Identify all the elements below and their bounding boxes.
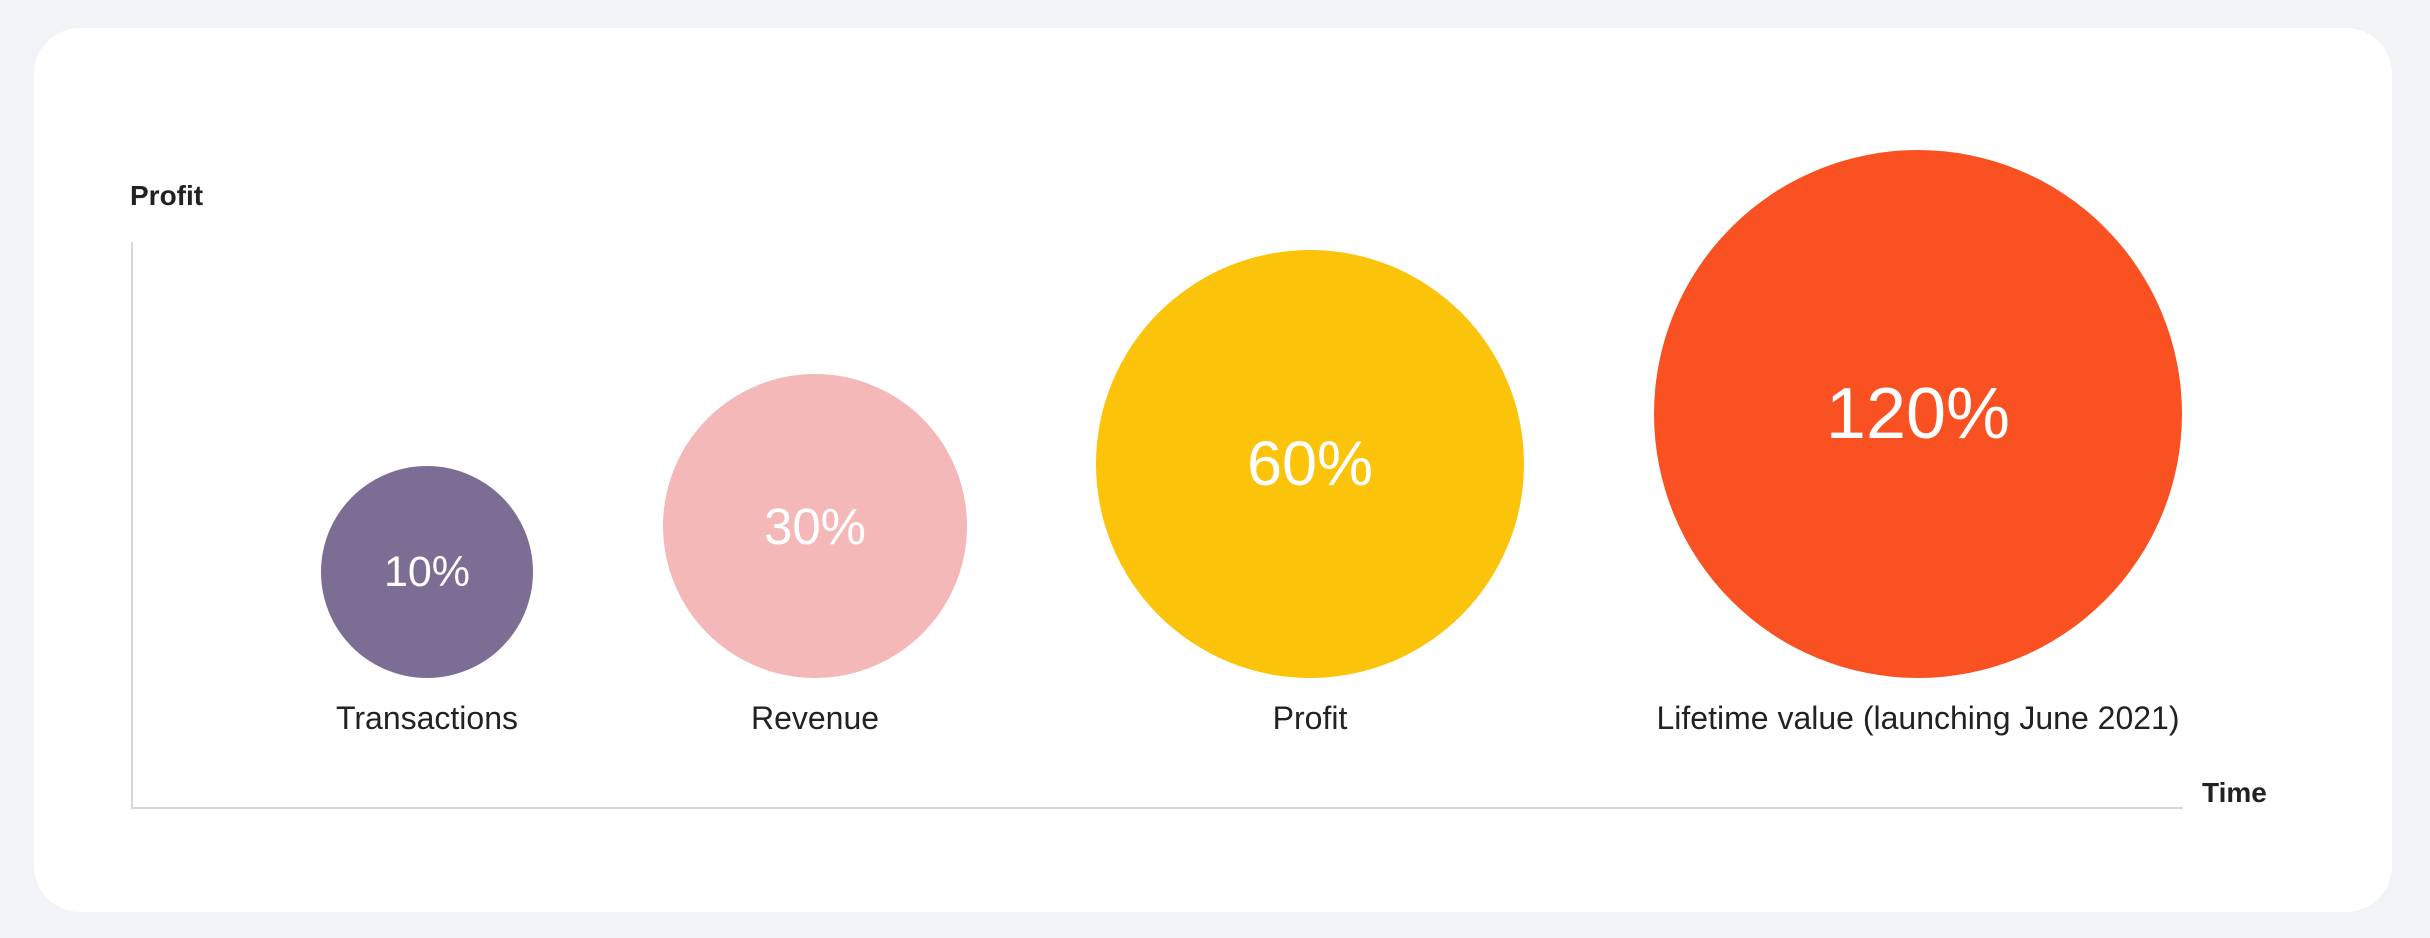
bubble-value-label: 120%	[1825, 374, 2011, 454]
y-axis-label: Profit	[130, 180, 204, 211]
bubble-value-label: 10%	[383, 547, 471, 596]
category-label: Transactions	[336, 700, 518, 736]
bubble-value-label: 30%	[763, 497, 867, 555]
bubble-3: 120%	[1654, 150, 2182, 678]
x-axis-label: Time	[2202, 777, 2267, 808]
category-label: Profit	[1272, 700, 1348, 736]
x-axis-line	[131, 807, 2183, 809]
bubble-2: 60%	[1096, 250, 1524, 678]
bubble-1: 30%	[663, 374, 967, 678]
y-axis-line	[131, 242, 133, 809]
category-label: Revenue	[750, 700, 880, 736]
bubble-0: 10%	[321, 466, 533, 678]
bubble-value-label: 60%	[1246, 428, 1374, 499]
category-label: Lifetime value (launching June 2021)	[1656, 700, 2180, 736]
